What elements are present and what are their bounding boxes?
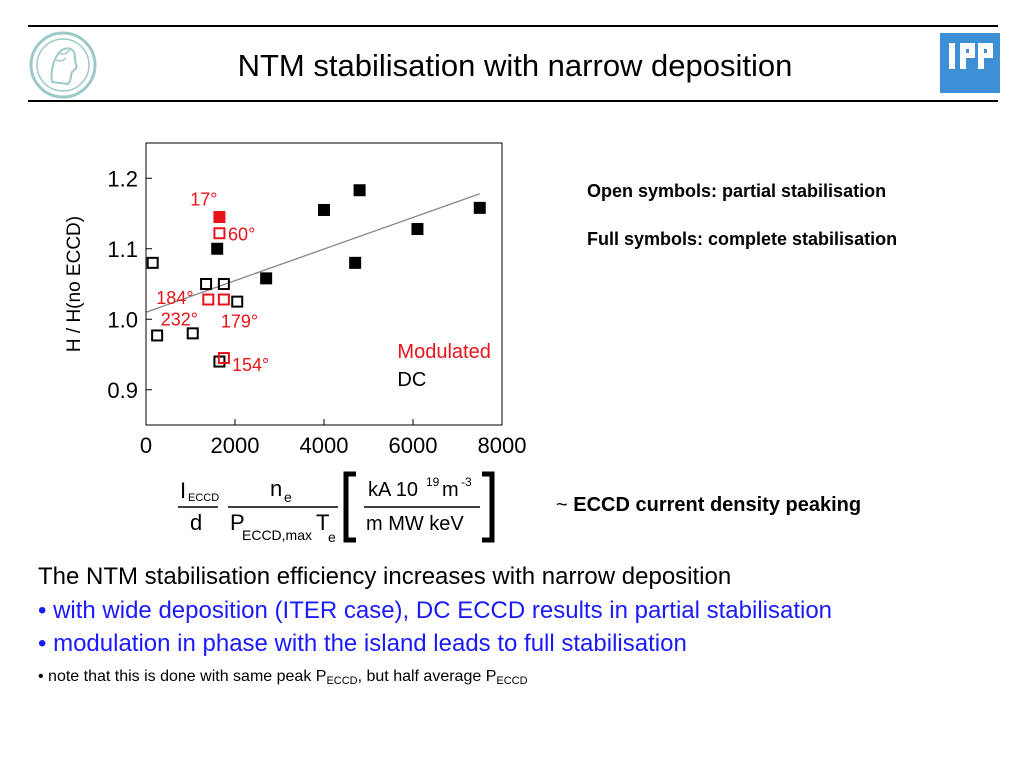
data-point-dc-full [211,242,224,255]
legend-modulated: Modulated [397,341,490,363]
units-top-exp2: -3 [461,475,472,489]
data-point-dc-open [217,278,230,290]
units-top-a: kA 10 [368,479,418,501]
angle-annotation: 17° [190,189,217,209]
eccd-peaking-label: ~ ECCD current density peaking [556,494,861,516]
bracket-left [343,471,356,543]
open-symbols-note: Open symbols: partial stabilisation [587,181,887,201]
y-tick-label: 1.0 [107,307,138,332]
tilde-symbol: ~ [556,494,574,516]
data-point-dc-open [151,329,164,342]
body-line-3: • modulation in phase with the island le… [38,630,687,657]
data-point-dc-full [260,272,273,285]
formula-te-sub: e [328,529,336,545]
data-point-dc-full [353,184,366,197]
legend-dc: DC [397,369,426,391]
data-point-dc-full [411,223,424,236]
formula-p: P [230,510,245,535]
max-planck-logo-icon [29,31,97,99]
angle-annotation: 60° [228,225,255,245]
data-point-modulated-open [213,227,226,240]
data-point-dc-open [146,256,159,269]
formula-ne-sub: e [284,489,292,505]
header-rule [28,100,998,102]
x-tick-label: 0 [140,433,152,458]
x-tick-label: 6000 [389,433,438,458]
y-tick-label: 1.2 [107,166,138,191]
angle-annotation: 184° [156,288,193,308]
ipp-logo-icon [940,33,1000,93]
data-point-dc-open [186,327,199,340]
angle-annotation: 154° [232,355,269,375]
data-point-dc-full [349,256,362,269]
eccd-peaking-formula: I ECCD d n e P ECCD,max T e kA 10 19 m -… [178,471,495,545]
formula-i-sub: ECCD [188,492,219,504]
page-title: NTM stabilisation with narrow deposition [237,48,793,83]
formula-i: I [180,478,186,503]
units-bottom: m MW keV [366,513,464,535]
data-point-modulated-full [213,211,226,224]
x-tick-label: 4000 [300,433,349,458]
fit-line [145,193,480,313]
x-tick-label: 2000 [211,433,260,458]
data-point-modulated-open [202,293,215,306]
formula-d: d [190,510,202,535]
plot-frame [145,142,503,426]
body-line-4: • note that this is done with same peak … [38,662,528,696]
data-point-dc-open [231,295,244,308]
data-point-dc-full [318,203,330,216]
formula-te: T [316,510,329,535]
angle-annotation: 179° [221,311,258,331]
units-top-b: m [442,479,459,501]
note-sub-1: ECCD [326,675,358,687]
data-point-modulated-open [217,352,230,365]
note-part-b: , but half average P [357,668,497,685]
data-point-dc-full [473,201,486,214]
angle-annotation: 232° [161,309,198,329]
x-tick-label: 8000 [478,433,527,458]
stabilisation-scatter-chart: 0 2000 4000 6000 8000 0.9 1.0 1.1 1.2 17° 60° 184°… [64,142,527,458]
y-axis-label: H / H(no ECCD) [64,216,85,352]
y-tick-label: 0.9 [107,378,138,403]
body-line-2: • with wide deposition (ITER case), DC E… [38,597,833,624]
data-point-dc-open [200,278,213,290]
formula-ne: n [270,476,282,501]
note-part-a: • note that this is done with same peak … [38,668,327,685]
data-point-modulated-open [217,293,230,306]
full-symbols-note: Full symbols: complete stabilisation [587,229,898,249]
top-rule [28,25,998,27]
peaking-text: ECCD current density peaking [573,494,862,516]
y-tick-label: 1.1 [107,237,138,262]
formula-p-sub: ECCD,max [242,527,312,543]
note-sub-2: ECCD [496,675,528,687]
units-top-exp1: 19 [426,475,440,489]
bracket-right [482,471,495,543]
body-line-1: The NTM stabilisation efficiency increas… [38,563,732,590]
